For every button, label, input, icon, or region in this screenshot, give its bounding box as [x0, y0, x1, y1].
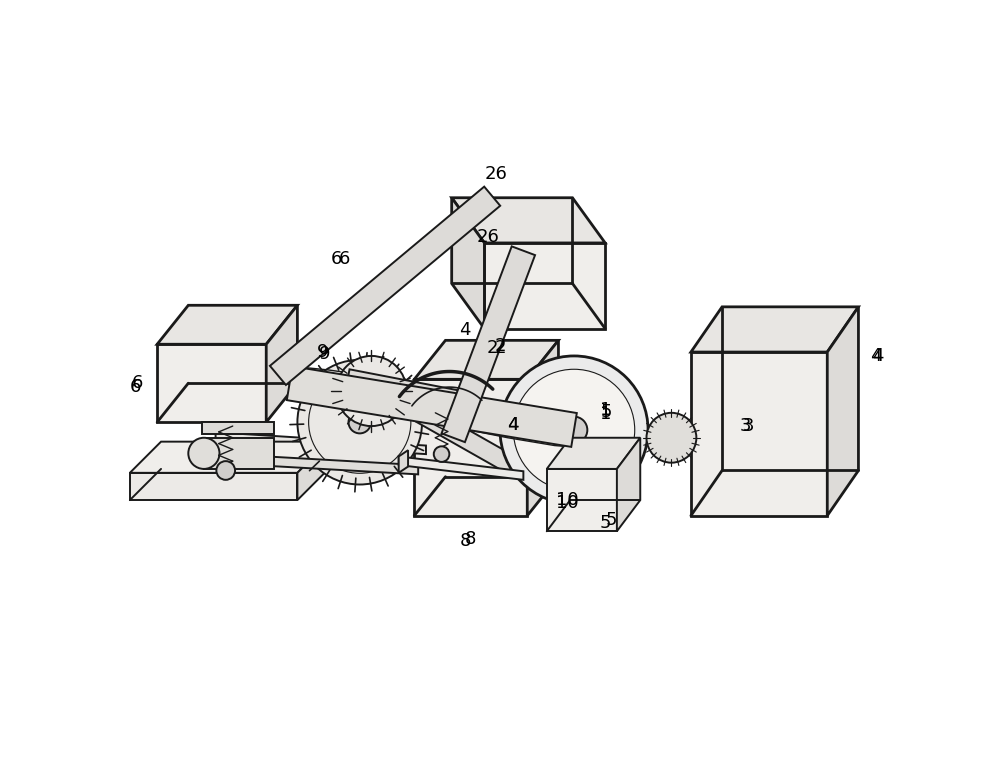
Polygon shape: [157, 344, 266, 422]
Polygon shape: [399, 450, 408, 473]
Polygon shape: [202, 422, 274, 434]
Text: 6: 6: [338, 249, 350, 267]
Polygon shape: [617, 438, 640, 531]
Polygon shape: [130, 442, 329, 473]
Text: 4: 4: [870, 347, 881, 365]
Ellipse shape: [513, 369, 635, 490]
Text: 4: 4: [872, 347, 884, 365]
Polygon shape: [297, 442, 329, 500]
Polygon shape: [347, 369, 463, 407]
Polygon shape: [527, 340, 558, 515]
Polygon shape: [414, 379, 527, 515]
Ellipse shape: [188, 438, 219, 469]
Text: 5: 5: [605, 511, 617, 529]
Ellipse shape: [336, 356, 406, 426]
Ellipse shape: [646, 413, 696, 463]
Polygon shape: [417, 406, 519, 475]
Polygon shape: [216, 432, 426, 454]
Polygon shape: [414, 340, 558, 379]
Text: 2: 2: [486, 339, 498, 357]
Ellipse shape: [434, 447, 449, 462]
Text: 9: 9: [319, 345, 330, 363]
Text: 1: 1: [600, 401, 611, 419]
Polygon shape: [484, 243, 605, 328]
Text: 5: 5: [601, 403, 613, 421]
Polygon shape: [130, 473, 297, 500]
Ellipse shape: [216, 461, 235, 480]
Text: 1: 1: [600, 405, 611, 423]
Polygon shape: [287, 366, 577, 447]
Text: 10: 10: [556, 491, 579, 509]
Text: 10: 10: [556, 494, 579, 512]
Ellipse shape: [500, 356, 648, 504]
Polygon shape: [399, 457, 523, 480]
Polygon shape: [157, 305, 297, 344]
Polygon shape: [452, 198, 605, 243]
Polygon shape: [547, 438, 640, 469]
Polygon shape: [562, 469, 601, 511]
Text: 4: 4: [459, 321, 471, 339]
Text: 8: 8: [459, 532, 471, 550]
Text: 4: 4: [507, 416, 519, 434]
Text: 5: 5: [599, 515, 611, 533]
Text: 6: 6: [132, 375, 143, 393]
Text: 4: 4: [507, 416, 519, 434]
Polygon shape: [266, 305, 297, 422]
Polygon shape: [827, 307, 858, 515]
Text: 2: 2: [494, 339, 506, 357]
Text: 6: 6: [130, 378, 141, 396]
Polygon shape: [442, 246, 535, 442]
Polygon shape: [204, 438, 274, 469]
Ellipse shape: [297, 360, 422, 485]
Ellipse shape: [349, 411, 371, 433]
Text: 26: 26: [476, 228, 499, 246]
Polygon shape: [691, 307, 858, 352]
Text: 2: 2: [494, 337, 506, 355]
Text: 6: 6: [331, 249, 342, 267]
Text: 8: 8: [465, 530, 476, 548]
Ellipse shape: [561, 417, 587, 443]
Polygon shape: [452, 198, 484, 328]
Text: 3: 3: [740, 417, 751, 435]
Polygon shape: [547, 469, 617, 531]
Text: 9: 9: [317, 343, 328, 361]
Text: 3: 3: [742, 417, 754, 435]
Polygon shape: [212, 454, 418, 475]
Polygon shape: [691, 352, 827, 515]
Text: 26: 26: [484, 165, 507, 183]
Polygon shape: [270, 187, 500, 385]
